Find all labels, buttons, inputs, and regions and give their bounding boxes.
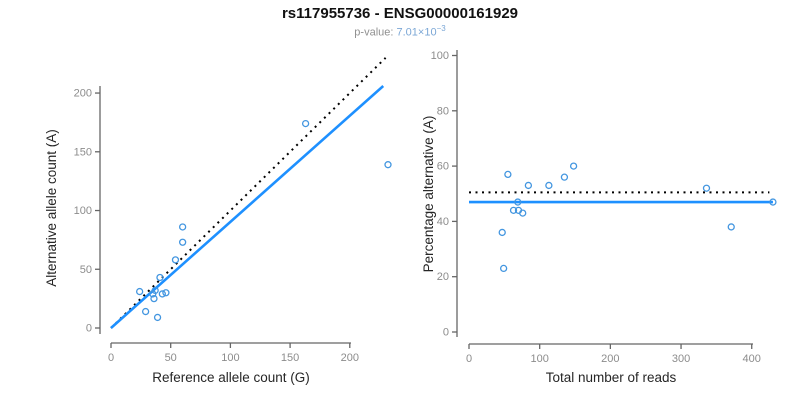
data-point bbox=[153, 313, 162, 322]
pvalue-exponent: −3 bbox=[436, 24, 446, 33]
data-point bbox=[504, 170, 512, 179]
data-point bbox=[178, 238, 187, 246]
y-tick-label: 0 bbox=[443, 327, 449, 339]
x-tick-label: 200 bbox=[601, 353, 619, 365]
data-point bbox=[151, 286, 159, 295]
allele-count-scatter-plot: 0 50 100 150 200 0 50 100 150 200 bbox=[74, 57, 392, 364]
y-tick-label: 0 bbox=[86, 323, 92, 335]
data-point bbox=[178, 223, 187, 231]
data-point bbox=[560, 173, 569, 181]
figure-title: rs117955736 - ENSG00000161929 bbox=[281, 5, 519, 22]
data-point bbox=[519, 209, 527, 217]
percentage-scatter-plot: 0 20 40 60 80 100 0 100 200 300 400 bbox=[431, 50, 777, 365]
right-x-axis-label: Total number of reads bbox=[546, 370, 677, 385]
x-tick-label: 400 bbox=[743, 353, 761, 365]
y-tick-label: 40 bbox=[437, 216, 449, 228]
data-point bbox=[150, 294, 158, 303]
data-point bbox=[498, 228, 506, 237]
y-tick-label: 100 bbox=[74, 205, 92, 217]
pvalue-label: p-value: bbox=[354, 26, 394, 39]
y-tick-label: 80 bbox=[437, 105, 449, 117]
y-tick-label: 100 bbox=[431, 50, 449, 62]
data-point bbox=[569, 162, 578, 170]
data-point bbox=[702, 184, 711, 192]
figure-subtitle: p-value: 7.01×10−3 bbox=[0, 24, 800, 39]
y-tick-label: 60 bbox=[437, 161, 449, 173]
data-point bbox=[727, 223, 735, 231]
x-tick-label: 50 bbox=[165, 352, 177, 364]
y-tick-label: 200 bbox=[74, 88, 92, 100]
right-y-axis-label: Percentage alternative (A) bbox=[421, 116, 436, 273]
data-point bbox=[509, 206, 518, 214]
y-tick-label: 50 bbox=[80, 264, 92, 276]
data-point bbox=[545, 181, 553, 190]
x-tick-label: 200 bbox=[341, 352, 359, 364]
identity-line bbox=[110, 57, 387, 329]
data-point bbox=[158, 290, 166, 298]
x-tick-label: 100 bbox=[221, 352, 239, 364]
data-point bbox=[171, 256, 180, 264]
x-tick-label: 0 bbox=[466, 353, 472, 365]
data-point bbox=[499, 264, 508, 273]
x-tick-label: 150 bbox=[281, 352, 299, 364]
x-tick-label: 300 bbox=[672, 353, 690, 365]
data-point bbox=[162, 289, 170, 297]
y-tick-label: 20 bbox=[437, 271, 449, 283]
data-point bbox=[301, 119, 310, 128]
x-tick-label: 0 bbox=[108, 352, 114, 364]
data-point bbox=[524, 181, 533, 190]
data-point bbox=[514, 198, 522, 206]
data-point bbox=[136, 287, 144, 296]
data-point bbox=[769, 198, 777, 206]
data-point bbox=[384, 161, 392, 169]
left-y-axis-label: Alternative allele count (A) bbox=[44, 129, 59, 287]
left-x-axis-label: Reference allele count (G) bbox=[152, 370, 310, 385]
x-tick-label: 100 bbox=[531, 353, 549, 365]
data-point bbox=[156, 273, 164, 282]
data-point bbox=[141, 307, 150, 316]
pvalue-value: 7.01×10 bbox=[396, 26, 437, 39]
y-tick-label: 150 bbox=[74, 146, 92, 158]
